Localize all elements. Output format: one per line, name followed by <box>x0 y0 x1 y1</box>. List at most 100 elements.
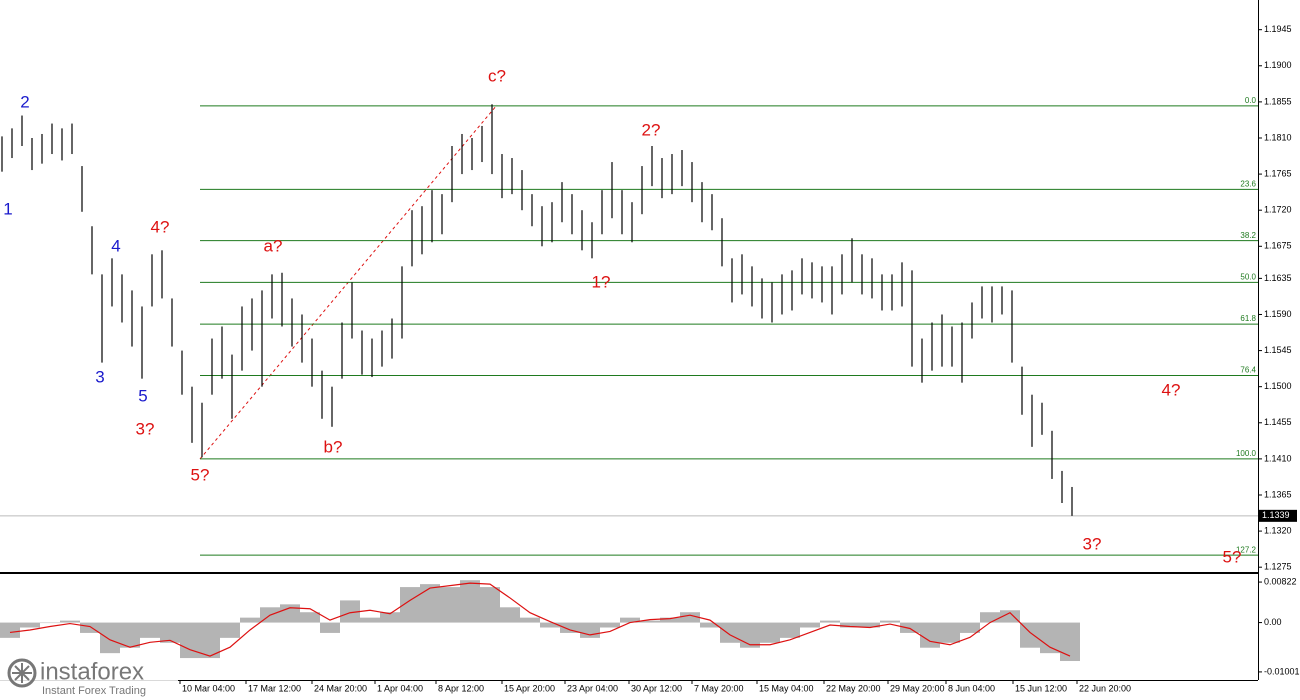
histogram-bar <box>520 617 540 623</box>
fib-label: 61.8 <box>1240 314 1256 323</box>
histogram-bar <box>320 622 340 633</box>
histogram-bar <box>700 622 720 628</box>
histogram-bar <box>220 622 240 638</box>
histogram-bar <box>900 622 920 633</box>
current-price-label: 1.1339 <box>1262 510 1290 520</box>
x-tick-label: 8 Jun 04:00 <box>948 683 995 693</box>
x-tick-label: 10 Mar 04:00 <box>182 683 235 693</box>
histogram-bar <box>940 622 960 643</box>
wave-label: 2? <box>642 120 661 139</box>
wave-label: 5 <box>138 386 147 405</box>
x-tick-label: 23 Apr 04:00 <box>567 683 618 693</box>
y-tick-label: 1.1945 <box>1264 24 1292 34</box>
histogram-bar <box>980 612 1000 623</box>
wave-label: c? <box>488 66 506 85</box>
histogram-bar <box>720 622 740 643</box>
x-tick-label: 7 May 20:00 <box>694 683 744 693</box>
histogram-bar <box>1060 622 1080 662</box>
signal-line <box>9 582 1071 657</box>
histogram-bar <box>560 622 580 633</box>
logo-tagline: Instant Forex Trading <box>42 685 146 697</box>
histogram-bar <box>400 587 420 623</box>
wave-label: a? <box>264 236 283 255</box>
histogram-bar <box>960 622 980 633</box>
histogram-bar <box>360 617 380 623</box>
x-tick-label: 24 Mar 20:00 <box>314 683 367 693</box>
y-tick-label: 1.1720 <box>1264 205 1292 215</box>
fib-label: 23.6 <box>1240 179 1256 188</box>
histogram-bar <box>460 580 480 623</box>
histogram-bar <box>920 622 940 648</box>
histogram-bar <box>420 584 440 623</box>
x-tick-label: 15 Jun 12:00 <box>1015 683 1067 693</box>
y-tick-label: 1.1590 <box>1264 309 1292 319</box>
histogram-bar <box>680 612 700 623</box>
histogram-bar <box>1040 622 1060 654</box>
histogram-bar <box>240 617 260 623</box>
histogram-bar <box>0 622 20 638</box>
histogram-bar <box>440 587 460 623</box>
histogram-bar <box>760 622 780 643</box>
wave-label: b? <box>324 437 343 456</box>
wave-label: 1 <box>3 199 12 218</box>
wave-label: 3 <box>95 367 104 386</box>
histogram-bar <box>820 620 840 623</box>
y-tick-label: 1.1900 <box>1264 60 1292 70</box>
histogram-bar <box>140 622 160 638</box>
histogram-bar <box>280 604 300 623</box>
x-tick-label: 8 Apr 12:00 <box>438 683 484 693</box>
histogram-bar <box>20 622 40 628</box>
y-tick-label: 0.00 <box>1264 617 1282 627</box>
wave-label: 3? <box>1083 534 1102 553</box>
y-tick-label: 0.00822 <box>1264 576 1297 586</box>
y-tick-label: 1.1810 <box>1264 132 1292 142</box>
y-tick-label: 1.1765 <box>1264 168 1292 178</box>
trend-line <box>199 104 498 460</box>
histogram-bar <box>120 622 140 648</box>
y-tick-label: 1.1855 <box>1264 96 1292 106</box>
histogram-bar <box>380 612 400 623</box>
y-tick-label: 1.1320 <box>1264 525 1292 535</box>
fib-label: 50.0 <box>1240 272 1256 281</box>
histogram-bar <box>640 620 660 623</box>
logo: instaforex Instant Forex Trading <box>0 655 178 700</box>
histogram-bar <box>880 620 900 623</box>
x-tick-label: 22 Jun 20:00 <box>1079 683 1131 693</box>
histogram-bar <box>780 622 800 638</box>
x-tick-label: 30 Apr 12:00 <box>631 683 682 693</box>
current-price-box <box>1259 509 1297 522</box>
histogram-bar <box>160 622 180 643</box>
histogram-bar <box>300 612 320 623</box>
fib-label: 38.2 <box>1240 231 1256 240</box>
y-tick-label: 1.1500 <box>1264 381 1292 391</box>
x-tick-label: 15 Apr 20:00 <box>504 683 555 693</box>
histogram-bar <box>800 622 820 628</box>
wave-label: 2 <box>20 92 29 111</box>
wave-label: 1? <box>592 272 611 291</box>
x-tick-label: 1 Apr 04:00 <box>377 683 423 693</box>
histogram-bar <box>860 622 880 628</box>
histogram-bar <box>100 622 120 654</box>
histogram-bar <box>580 622 600 638</box>
wave-label: 5? <box>191 465 210 484</box>
histogram-bar <box>540 622 560 628</box>
wave-label: 4? <box>1162 380 1181 399</box>
histogram-bar <box>200 622 220 659</box>
y-tick-label: 1.1275 <box>1264 562 1292 572</box>
histogram-bar <box>1000 610 1020 623</box>
fib-label: 76.4 <box>1240 366 1256 375</box>
histogram-bar <box>1020 622 1040 648</box>
y-tick-label: 1.1410 <box>1264 453 1292 463</box>
y-tick-label: -0.01001 <box>1264 666 1300 676</box>
x-tick-label: 17 Mar 12:00 <box>248 683 301 693</box>
wave-label: 3? <box>136 419 155 438</box>
y-tick-label: 1.1635 <box>1264 273 1292 283</box>
y-tick-label: 1.1545 <box>1264 345 1292 355</box>
fib-label: 127.2 <box>1236 545 1257 554</box>
histogram-bar <box>180 622 200 659</box>
x-tick-label: 29 May 20:00 <box>890 683 945 693</box>
logo-icon <box>12 663 32 683</box>
x-tick-label: 22 May 20:00 <box>826 683 881 693</box>
